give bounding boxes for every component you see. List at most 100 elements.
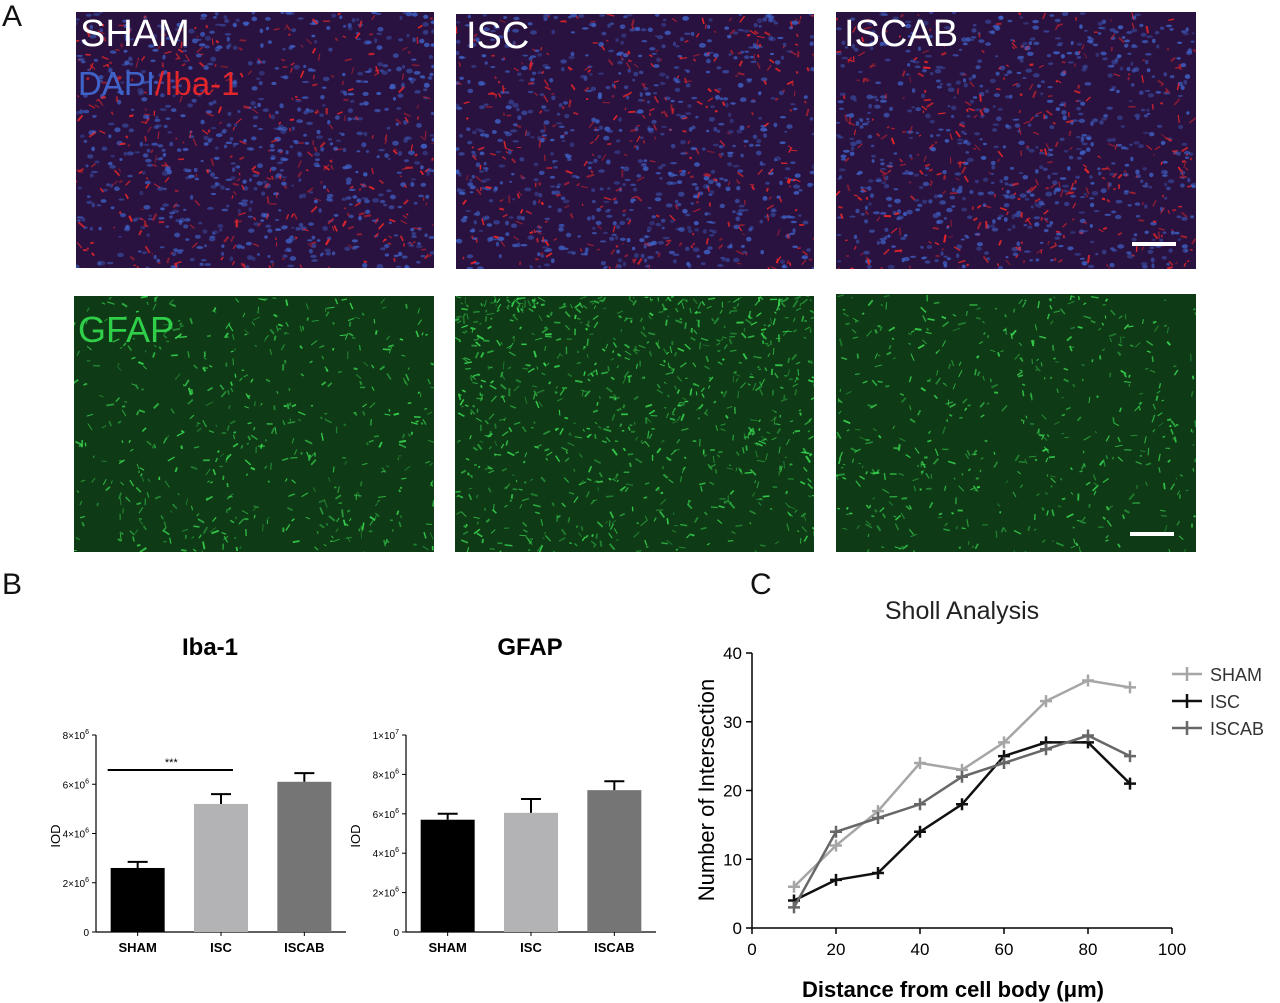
gfap-process — [477, 373, 481, 376]
iba1-cell — [1097, 155, 1101, 159]
iba1-cell — [1044, 148, 1048, 156]
gfap-process — [797, 530, 800, 533]
gfap-process — [472, 404, 476, 408]
gfap-process — [800, 452, 809, 454]
dapi-nucleus — [508, 216, 514, 219]
gfap-process — [554, 364, 560, 369]
gfap-process — [321, 381, 327, 386]
gfap-process — [730, 309, 738, 312]
dapi-nucleus — [303, 64, 307, 68]
dapi-nucleus — [661, 218, 666, 223]
gfap-process — [519, 504, 523, 509]
dapi-nucleus — [618, 117, 622, 122]
iba1-cell — [529, 231, 534, 235]
iba1-cell — [621, 242, 625, 245]
dapi-nucleus — [762, 17, 768, 22]
dapi-nucleus — [310, 254, 317, 258]
gfap-process — [153, 443, 157, 449]
gfap-process — [561, 502, 566, 508]
micrograph-sham-gfap: GFAP — [74, 296, 434, 552]
gfap-process — [644, 482, 650, 485]
dapi-nucleus — [160, 93, 165, 98]
gfap-process — [423, 531, 427, 539]
dapi-nucleus — [711, 229, 717, 234]
iba1-cell — [563, 133, 566, 136]
iba1-cell — [928, 240, 932, 244]
gfap-process — [220, 390, 227, 398]
dapi-nucleus — [101, 146, 108, 151]
iba1-cell — [591, 153, 595, 157]
gfap-process — [74, 322, 76, 326]
gfap-process — [119, 531, 124, 536]
dapi-nucleus — [746, 236, 752, 242]
iba1-cell — [1055, 79, 1059, 83]
gfap-process — [462, 530, 469, 535]
dapi-nucleus — [929, 119, 935, 124]
dapi-nucleus — [875, 179, 882, 182]
iba1-cell — [1117, 173, 1123, 179]
tissue-background — [74, 296, 434, 552]
gfap-process — [415, 330, 420, 338]
iba1-cell — [101, 56, 109, 61]
iba1-cell — [313, 146, 318, 152]
iba1-cell — [1026, 186, 1034, 193]
dapi-nucleus — [322, 76, 330, 82]
gfap-process — [311, 319, 319, 322]
iba1-cell — [118, 180, 123, 184]
gfap-process — [373, 435, 379, 438]
dapi-nucleus — [700, 262, 706, 266]
gfap-process — [384, 538, 388, 545]
dapi-nucleus — [316, 129, 321, 135]
dapi-nucleus — [837, 216, 842, 219]
dapi-nucleus — [110, 154, 115, 158]
gfap-process — [982, 320, 985, 324]
micrograph-iscab-gfap — [836, 294, 1196, 552]
dapi-nucleus — [512, 243, 519, 248]
dapi-nucleus — [887, 204, 893, 208]
dapi-nucleus — [248, 228, 255, 233]
gfap-process — [225, 322, 231, 330]
dapi-nucleus — [1018, 140, 1025, 145]
dapi-nucleus — [347, 117, 351, 122]
gfap-process — [576, 362, 582, 365]
dapi-nucleus — [553, 190, 561, 196]
dapi-nucleus — [1097, 167, 1101, 171]
iba1-cell — [346, 212, 350, 217]
gfap-process — [647, 430, 650, 439]
dapi-nucleus — [504, 91, 510, 94]
iba1-cell — [999, 207, 1008, 211]
gfap-process — [318, 499, 326, 504]
dapi-nucleus — [1043, 167, 1048, 171]
gfap-process — [152, 445, 154, 449]
dapi-nucleus — [1146, 68, 1151, 73]
iba1-cell — [958, 259, 966, 264]
gfap-process — [290, 456, 298, 459]
iba1-cell — [552, 123, 557, 128]
iba1-cell — [513, 236, 520, 241]
dapi-nucleus — [617, 60, 623, 65]
dapi-nucleus — [946, 257, 952, 261]
dapi-nucleus — [1134, 13, 1141, 17]
gfap-process — [682, 298, 689, 303]
gfap-process — [196, 427, 202, 433]
dapi-nucleus — [224, 33, 232, 36]
dapi-nucleus — [598, 169, 605, 173]
iba1-cell — [416, 104, 420, 109]
gfap-process — [1022, 383, 1026, 387]
iba1-cell — [916, 13, 920, 17]
gfap-process — [616, 365, 620, 369]
gfap-process — [616, 474, 619, 477]
dapi-nucleus — [475, 128, 483, 131]
dapi-nucleus — [459, 76, 464, 80]
iba1-cell — [297, 160, 302, 168]
iba1-cell — [648, 54, 653, 58]
micrograph-isc-iba1: ISC — [456, 14, 814, 269]
dapi-nucleus — [539, 93, 545, 96]
iba1-cell — [789, 109, 793, 112]
dapi-nucleus — [128, 56, 133, 62]
dapi-nucleus — [1103, 114, 1108, 118]
iba1-cell — [886, 126, 890, 129]
dapi-nucleus — [261, 191, 266, 196]
dapi-nucleus — [142, 153, 149, 158]
iba1-cell — [1083, 221, 1088, 224]
